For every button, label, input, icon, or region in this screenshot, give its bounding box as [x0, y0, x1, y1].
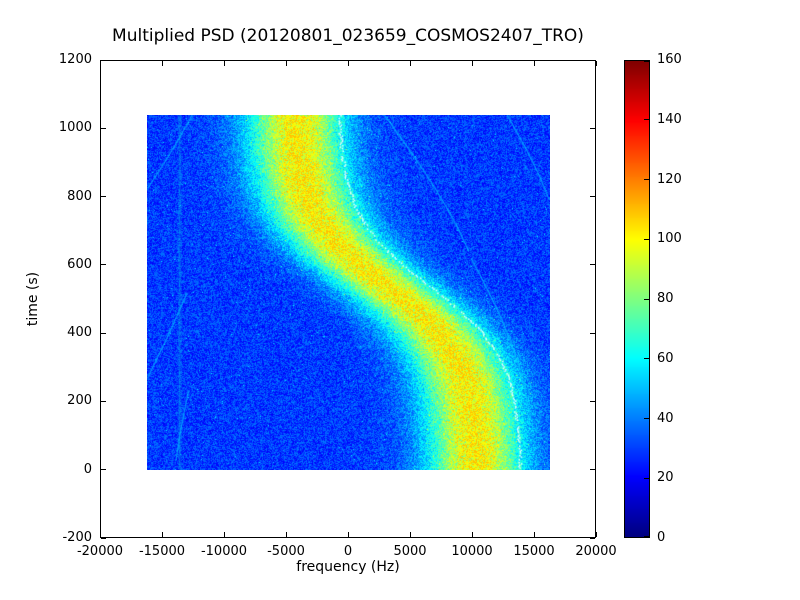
- x-tick-mark: [595, 61, 597, 66]
- x-tick-mark: [409, 61, 411, 66]
- colorbar-tick-mark: [644, 298, 649, 300]
- colorbar-tick-label: 40: [657, 410, 674, 426]
- x-tick-label: 0: [343, 544, 353, 559]
- colorbar-tick-label: 120: [657, 171, 682, 187]
- x-tick-label: -5000: [267, 544, 305, 559]
- x-tick-label: -20000: [76, 544, 124, 559]
- y-tick-label: 400: [67, 325, 92, 341]
- x-tick-mark: [347, 532, 349, 537]
- colorbar-tick-mark: [644, 477, 649, 479]
- colorbar-tick-mark: [644, 238, 649, 240]
- x-tick-label: -15000: [138, 544, 186, 559]
- x-tick-mark: [533, 532, 535, 537]
- x-tick-mark: [161, 61, 163, 66]
- colorbar-tick-label: 100: [657, 231, 682, 247]
- y-tick-label: 0: [83, 461, 92, 477]
- colorbar-tick-label: 60: [657, 350, 674, 366]
- x-tick-mark: [161, 532, 163, 537]
- y-tick-mark: [101, 127, 106, 129]
- y-tick-label: 800: [67, 188, 92, 204]
- colorbar-tick-label: 140: [657, 111, 682, 127]
- colorbar-tick-label: 20: [657, 470, 674, 486]
- y-tick-mark: [101, 400, 106, 402]
- y-tick-label: 1000: [58, 120, 92, 136]
- y-tick-mark: [101, 332, 106, 334]
- y-tick-mark: [590, 196, 595, 198]
- x-tick-mark: [99, 61, 101, 66]
- colorbar-tick-label: 160: [657, 52, 682, 67]
- x-tick-mark: [595, 532, 597, 537]
- y-tick-mark: [101, 59, 106, 61]
- y-tick-mark: [101, 469, 106, 471]
- chart-title: Multiplied PSD (20120801_023659_COSMOS24…: [112, 26, 584, 46]
- colorbar-tick-mark: [644, 418, 649, 419]
- x-tick-mark: [223, 532, 225, 537]
- y-tick-mark: [590, 332, 595, 334]
- x-tick-mark: [285, 532, 287, 537]
- colorbar-tick-mark: [644, 536, 649, 537]
- x-tick-mark: [99, 532, 101, 537]
- y-axis-label: time (s): [25, 271, 41, 327]
- y-tick-mark: [590, 59, 595, 61]
- x-axis-label: frequency (Hz): [296, 559, 400, 575]
- y-tick-mark: [590, 264, 595, 266]
- x-tick-mark: [471, 61, 473, 66]
- y-tick-label: 1200: [58, 52, 92, 67]
- colorbar-tick-mark: [644, 61, 649, 62]
- heatmap-canvas: [147, 115, 550, 470]
- colorbar-tick-mark: [644, 358, 649, 360]
- colorbar-tick-label: 0: [657, 530, 666, 545]
- y-tick-mark: [101, 537, 106, 539]
- x-tick-label: 15000: [513, 544, 555, 559]
- x-tick-mark: [223, 61, 225, 66]
- x-tick-mark: [409, 532, 411, 537]
- colorbar-tick-mark: [644, 119, 649, 121]
- y-tick-label: -200: [62, 530, 92, 545]
- x-tick-label: -10000: [200, 544, 248, 559]
- y-tick-label: 200: [67, 393, 92, 409]
- y-tick-mark: [590, 400, 595, 402]
- y-tick-mark: [590, 537, 595, 539]
- y-tick-mark: [590, 469, 595, 471]
- x-tick-mark: [285, 61, 287, 66]
- x-tick-mark: [347, 61, 349, 66]
- y-tick-mark: [101, 196, 106, 198]
- colorbar-tick-label: 80: [657, 291, 674, 306]
- y-tick-label: 600: [67, 256, 92, 272]
- x-tick-mark: [471, 532, 473, 537]
- x-tick-label: 20000: [575, 544, 617, 559]
- y-tick-mark: [590, 127, 595, 129]
- x-tick-mark: [533, 61, 535, 66]
- x-tick-label: 10000: [451, 544, 493, 559]
- y-tick-mark: [101, 264, 106, 266]
- x-tick-label: 5000: [393, 544, 427, 559]
- colorbar-tick-mark: [644, 179, 649, 180]
